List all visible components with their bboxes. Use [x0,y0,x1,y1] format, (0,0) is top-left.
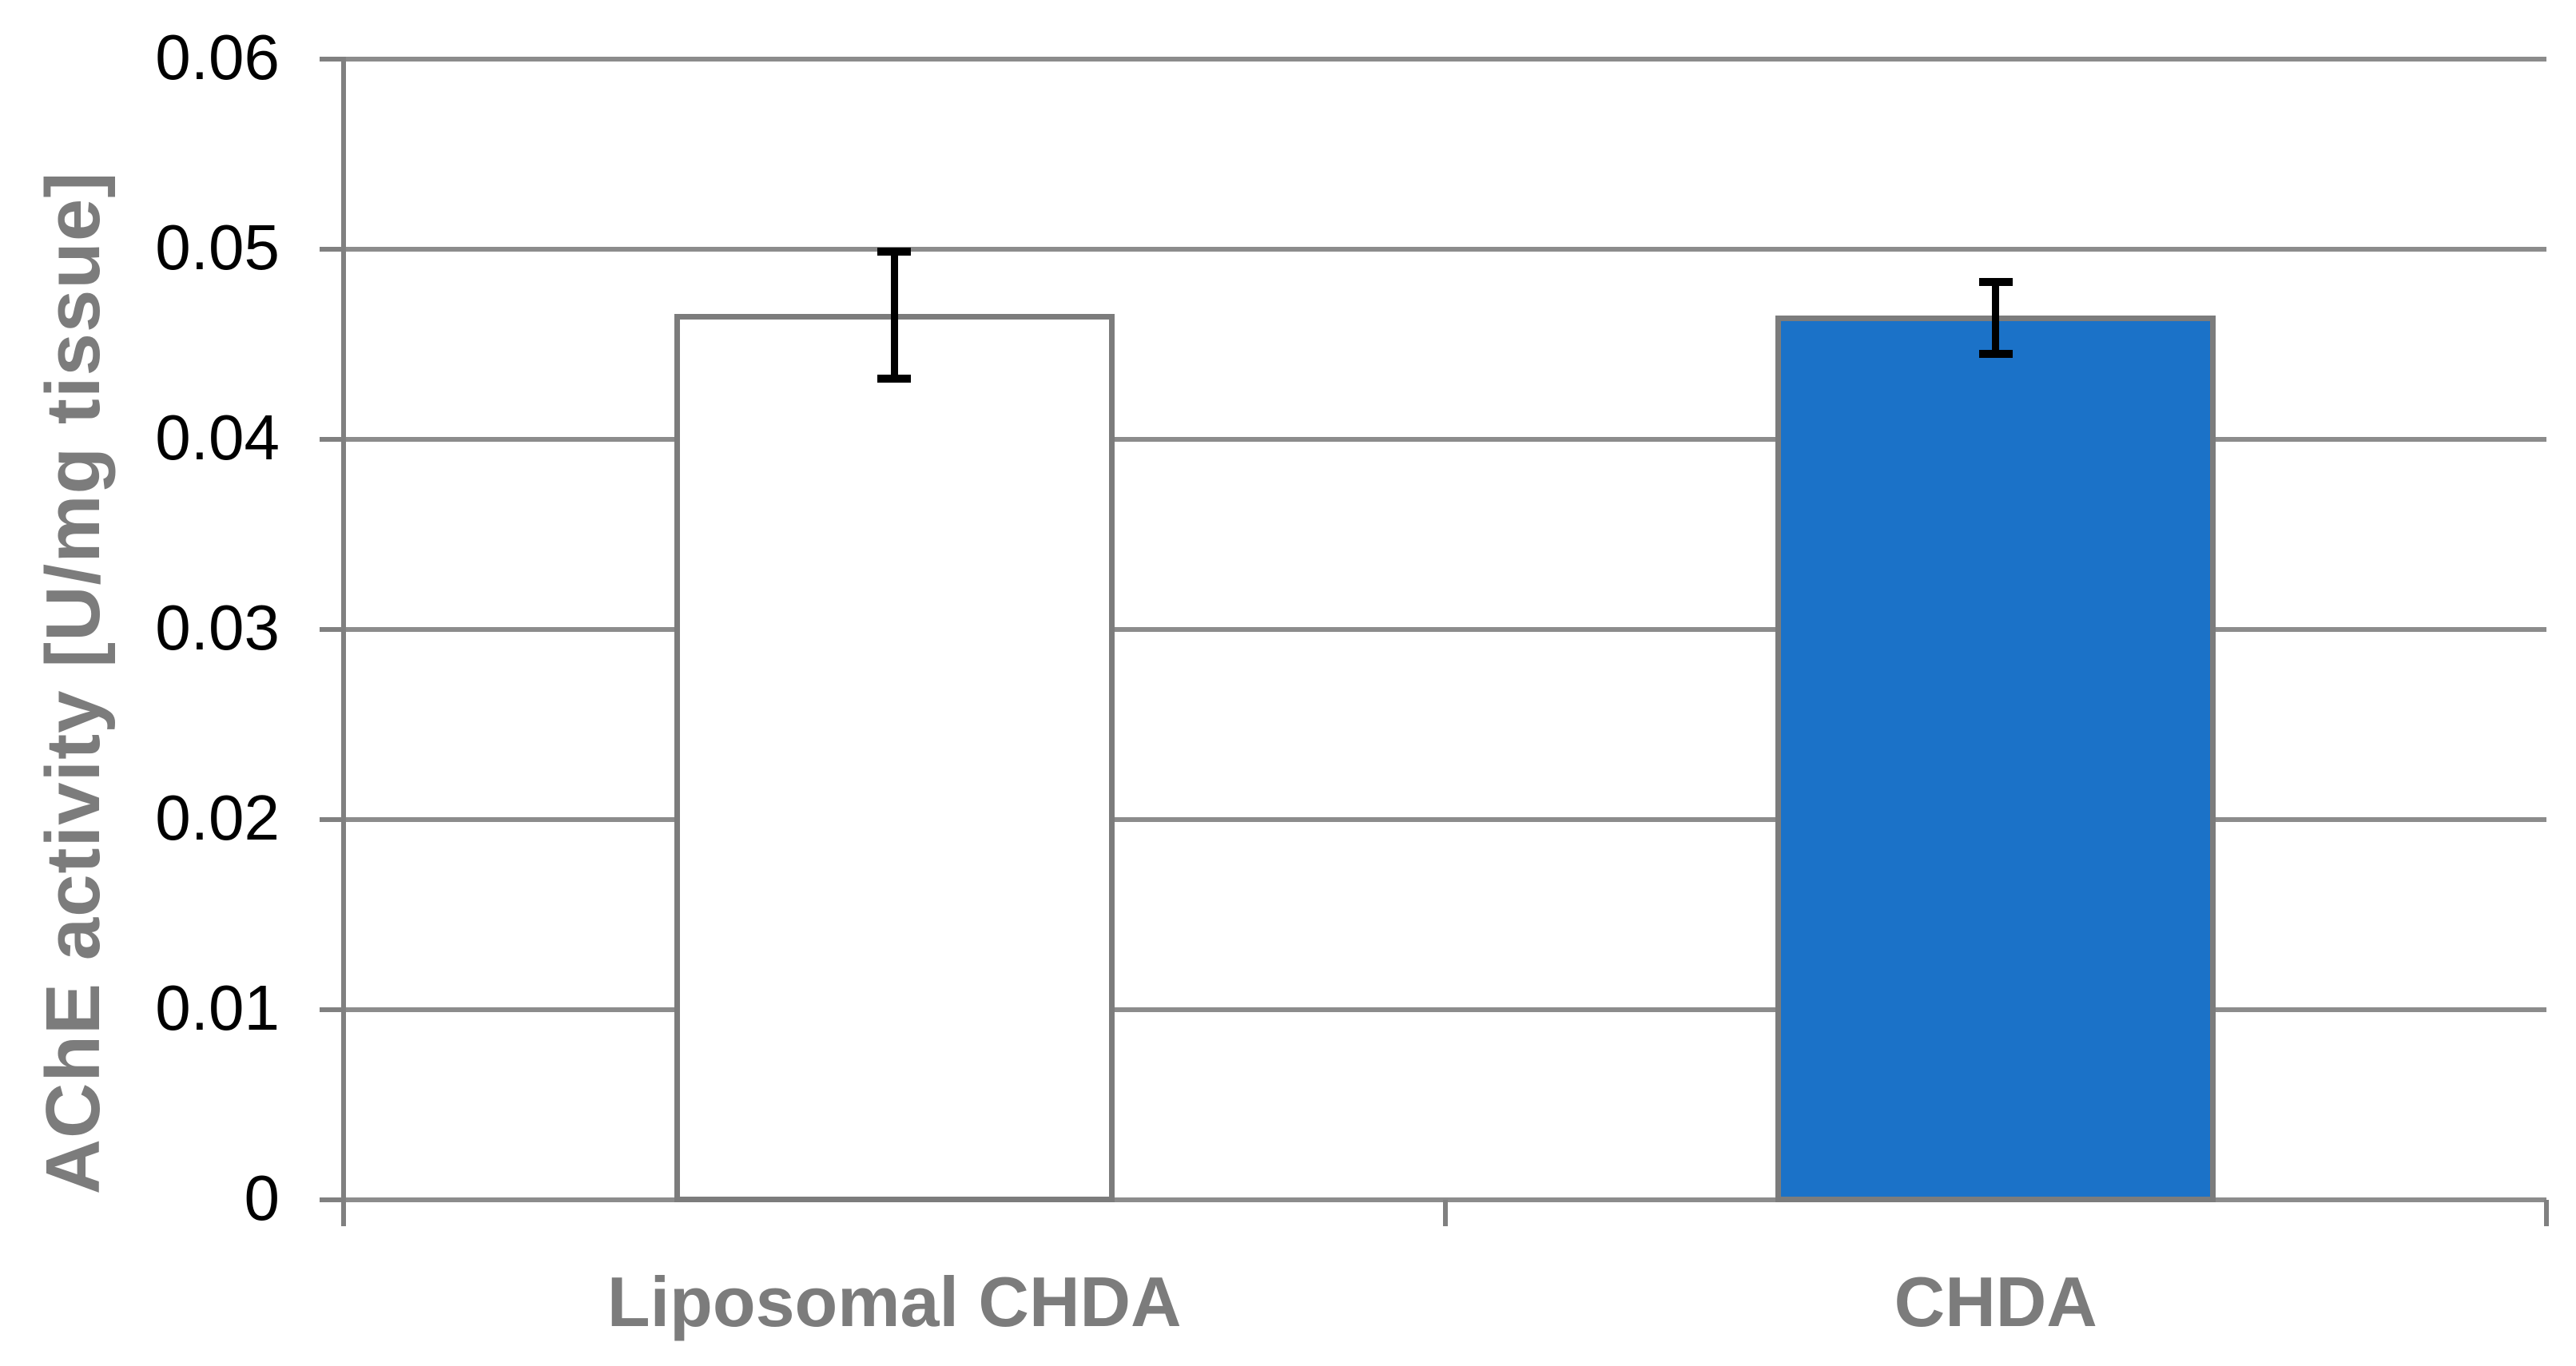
error-bar-cap-liposomal-chda [877,374,912,383]
bar-liposomal-chda [674,313,1115,1202]
error-bar-cap-chda [1978,277,2013,286]
y-axis-tick-label: 0.06 [155,22,280,93]
y-axis-tick-label: 0.01 [155,972,280,1044]
gridline [344,437,2546,442]
y-axis-tick-mark [320,627,344,632]
gridline [344,57,2546,62]
y-axis-tick-mark [320,817,344,822]
category-label-liposomal-chda: Liposomal CHDA [606,1262,1182,1341]
error-bar-stem-liposomal-chda [890,247,898,383]
bar-chda [1775,316,2216,1202]
y-axis-line [341,57,346,1224]
gridline [344,817,2546,822]
y-axis-tick-label: 0.04 [155,402,280,474]
y-axis-tick-label: 0 [244,1162,280,1234]
error-bar-cap-liposomal-chda [877,247,912,256]
error-bar-stem-chda [1992,277,2000,358]
x-axis-tick-mark [2544,1200,2549,1226]
y-axis-tick-label: 0.02 [155,782,280,854]
x-axis-tick-mark [341,1200,346,1226]
error-bar-cap-chda [1978,349,2013,358]
y-axis-tick-mark [320,1197,344,1202]
y-axis-tick-label: 0.03 [155,592,280,664]
y-axis-tick-mark [320,247,344,252]
category-label-chda: CHDA [1894,1262,2097,1341]
y-axis-tick-mark [320,1007,344,1012]
y-axis-title: AChE activity [U/mg tissue] [30,171,116,1195]
gridline [344,627,2546,632]
gridline [344,1007,2546,1012]
y-axis-tick-label: 0.05 [155,212,280,284]
x-axis-tick-mark [1442,1200,1448,1226]
y-axis-tick-mark [320,57,344,62]
gridline [344,247,2546,252]
y-axis-tick-mark [320,437,344,442]
